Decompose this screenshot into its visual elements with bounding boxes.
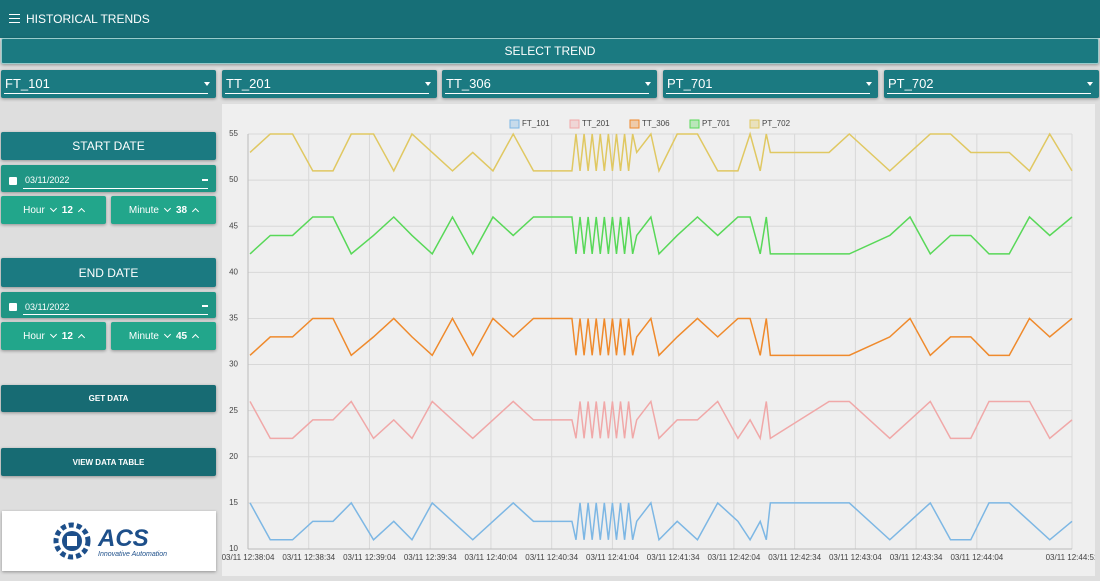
logo: ACS Innovative Automation <box>2 511 216 571</box>
y-tick-label: 10 <box>229 544 238 553</box>
x-tick-label: 03/11 12:42:34 <box>768 553 821 562</box>
hour-value: 12 <box>61 330 73 342</box>
hour-spinner[interactable]: Hour 12 <box>1 322 106 350</box>
trend-dropdown[interactable]: TT_201 <box>222 70 437 98</box>
end-date-button[interactable]: END DATE <box>1 258 216 287</box>
trend-dropdown[interactable]: FT_101 <box>1 70 216 98</box>
legend-label: PT_701 <box>702 119 731 128</box>
page-title: HISTORICAL TRENDS <box>26 12 150 26</box>
x-tick-label: 03/11 12:40:04 <box>465 553 518 562</box>
hour-label: Hour <box>23 330 45 342</box>
y-tick-label: 35 <box>229 314 238 323</box>
minute-label: Minute <box>128 330 159 342</box>
hour-spinner[interactable]: Hour 12 <box>1 196 106 224</box>
chart: 10 15 20 25 30 35 40 45 50 55 03/11 12:38:04 03/11 … <box>222 119 1099 562</box>
y-tick-label: 20 <box>229 452 238 461</box>
series-line <box>249 131 1073 174</box>
dropdown-value: FT_101 <box>5 76 50 91</box>
get-data-button[interactable]: GET DATA <box>1 385 216 412</box>
legend-swatch <box>509 119 520 129</box>
calendar-icon <box>9 177 17 185</box>
x-tick-label: 03/11 12:39:34 <box>404 553 457 562</box>
hour-value: 12 <box>61 204 73 216</box>
series-line <box>249 399 1073 441</box>
x-tick-label: 03/11 12:42:04 <box>707 553 760 562</box>
minute-value: 38 <box>175 204 188 216</box>
start-date-field[interactable]: 03/11/2022 <box>1 165 216 192</box>
legend-swatch <box>569 119 580 129</box>
date-text: 03/11/2022 <box>25 175 70 185</box>
logo-name: ACS <box>98 525 149 552</box>
legend-label: PT_702 <box>762 119 791 128</box>
menu-icon[interactable] <box>9 14 20 23</box>
x-tick-label: 03/11 12:43:04 <box>829 553 882 562</box>
legend-swatch <box>689 119 700 129</box>
legend-label: TT_201 <box>582 119 610 128</box>
view-table-button[interactable]: VIEW DATA TABLE <box>1 448 216 476</box>
x-tick-label: 03/11 12:41:34 <box>647 553 700 562</box>
x-tick-label: 03/11 12:43:34 <box>890 553 943 562</box>
legend-label: FT_101 <box>522 119 550 128</box>
y-tick-label: 55 <box>229 129 238 138</box>
logo-icon <box>53 522 91 560</box>
start-date-button[interactable]: START DATE <box>1 132 216 160</box>
trend-dropdown[interactable]: PT_701 <box>663 70 878 98</box>
dropdown-value: TT_306 <box>446 76 491 91</box>
date-text: 03/11/2022 <box>25 302 70 312</box>
y-tick-label: 40 <box>229 267 238 276</box>
dropdown-value: TT_201 <box>226 76 271 91</box>
y-tick-label: 30 <box>229 360 238 369</box>
chart-panel: 10 15 20 25 30 35 40 45 50 55 03/11 12:38:04 03/11 … <box>222 104 1099 576</box>
y-tick-label: 50 <box>229 175 238 184</box>
hour-label: Hour <box>23 204 45 216</box>
x-tick-label: 03/11 12:41:04 <box>586 553 639 562</box>
select-trend[interactable]: SELECT TREND <box>1 38 1099 64</box>
y-tick-label: 25 <box>229 406 238 415</box>
legend-swatch <box>749 119 760 129</box>
minute-label: Minute <box>128 204 159 216</box>
x-tick-label: 03/11 12:44:51 <box>1046 553 1095 562</box>
dropdown-value: PT_701 <box>667 76 713 91</box>
y-tick-label: 45 <box>229 221 238 230</box>
trend-dropdown[interactable]: PT_702 <box>884 70 1099 98</box>
dropdown-value: PT_702 <box>888 76 934 91</box>
x-tick-label: 03/11 12:44:04 <box>950 553 1003 562</box>
series-line <box>249 215 1073 256</box>
x-tick-label: 03/11 12:38:04 <box>222 553 275 562</box>
x-tick-label: 03/11 12:38:34 <box>282 553 335 562</box>
logo-tagline: Innovative Automation <box>98 551 168 558</box>
trend-dropdown[interactable]: TT_306 <box>442 70 657 98</box>
y-tick-label: 15 <box>229 498 238 507</box>
minute-spinner[interactable]: Minute 45 <box>111 322 216 350</box>
series-line <box>249 316 1073 357</box>
calendar-icon <box>9 303 17 311</box>
legend-swatch <box>629 119 640 129</box>
series-line <box>249 501 1073 542</box>
header: HISTORICAL TRENDS <box>0 0 1100 38</box>
minute-value: 45 <box>175 330 188 342</box>
legend-label: TT_306 <box>642 119 670 128</box>
minute-spinner[interactable]: Minute 38 <box>111 196 216 224</box>
x-tick-label: 03/11 12:40:34 <box>525 553 578 562</box>
end-date-field[interactable]: 03/11/2022 <box>1 292 216 318</box>
x-tick-label: 03/11 12:39:04 <box>343 553 396 562</box>
